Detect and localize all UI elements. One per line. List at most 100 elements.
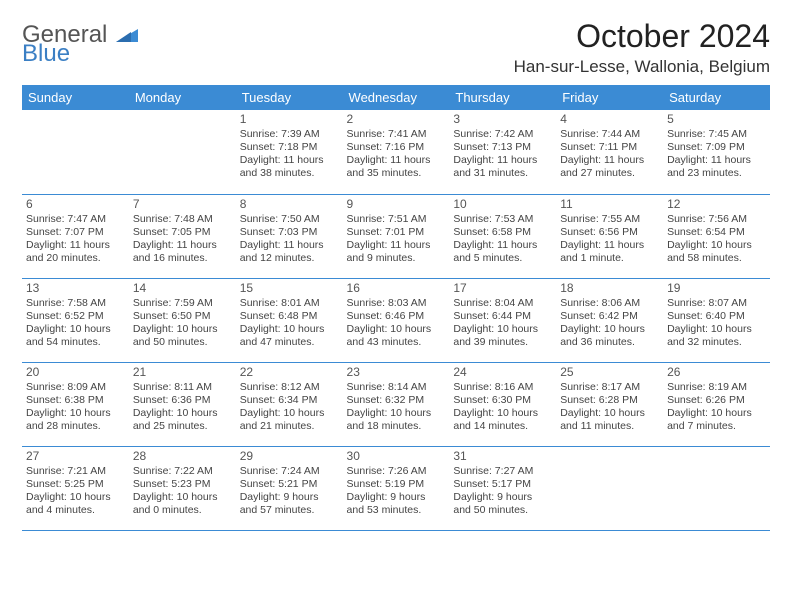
daylight-text: and 50 minutes.	[133, 336, 232, 349]
calendar-week-row: 1Sunrise: 7:39 AMSunset: 7:18 PMDaylight…	[22, 110, 770, 194]
calendar-cell: 18Sunrise: 8:06 AMSunset: 6:42 PMDayligh…	[556, 278, 663, 362]
sunrise-text: Sunrise: 7:58 AM	[26, 297, 125, 310]
header: General Blue October 2024 Han-sur-Lesse,…	[22, 18, 770, 77]
daylight-text: and 38 minutes.	[240, 167, 339, 180]
sunset-text: Sunset: 6:46 PM	[347, 310, 446, 323]
daylight-text: and 14 minutes.	[453, 420, 552, 433]
daylight-text: and 50 minutes.	[453, 504, 552, 517]
sunrise-text: Sunrise: 8:16 AM	[453, 381, 552, 394]
sunrise-text: Sunrise: 7:56 AM	[667, 213, 766, 226]
sunset-text: Sunset: 7:03 PM	[240, 226, 339, 239]
weekday-header: Monday	[129, 85, 236, 110]
daylight-text: and 27 minutes.	[560, 167, 659, 180]
daylight-text: and 9 minutes.	[347, 252, 446, 265]
daylight-text: Daylight: 10 hours	[26, 491, 125, 504]
sunrise-text: Sunrise: 7:59 AM	[133, 297, 232, 310]
calendar-week-row: 6Sunrise: 7:47 AMSunset: 7:07 PMDaylight…	[22, 194, 770, 278]
calendar-table: SundayMondayTuesdayWednesdayThursdayFrid…	[22, 85, 770, 531]
weekday-header: Saturday	[663, 85, 770, 110]
day-number: 15	[240, 281, 339, 296]
sunset-text: Sunset: 6:34 PM	[240, 394, 339, 407]
sunset-text: Sunset: 6:42 PM	[560, 310, 659, 323]
calendar-cell: 3Sunrise: 7:42 AMSunset: 7:13 PMDaylight…	[449, 110, 556, 194]
daylight-text: Daylight: 9 hours	[347, 491, 446, 504]
sunrise-text: Sunrise: 8:17 AM	[560, 381, 659, 394]
day-number: 1	[240, 112, 339, 127]
daylight-text: and 18 minutes.	[347, 420, 446, 433]
calendar-cell: 22Sunrise: 8:12 AMSunset: 6:34 PMDayligh…	[236, 362, 343, 446]
calendar-cell: 1Sunrise: 7:39 AMSunset: 7:18 PMDaylight…	[236, 110, 343, 194]
day-number: 25	[560, 365, 659, 380]
daylight-text: Daylight: 11 hours	[667, 154, 766, 167]
day-number: 24	[453, 365, 552, 380]
daylight-text: and 1 minute.	[560, 252, 659, 265]
daylight-text: and 43 minutes.	[347, 336, 446, 349]
sunset-text: Sunset: 5:23 PM	[133, 478, 232, 491]
weekday-header: Sunday	[22, 85, 129, 110]
daylight-text: and 36 minutes.	[560, 336, 659, 349]
sunset-text: Sunset: 6:44 PM	[453, 310, 552, 323]
daylight-text: and 12 minutes.	[240, 252, 339, 265]
daylight-text: Daylight: 11 hours	[453, 239, 552, 252]
day-number: 4	[560, 112, 659, 127]
calendar-cell: 15Sunrise: 8:01 AMSunset: 6:48 PMDayligh…	[236, 278, 343, 362]
daylight-text: Daylight: 11 hours	[133, 239, 232, 252]
daylight-text: and 5 minutes.	[453, 252, 552, 265]
sunrise-text: Sunrise: 7:55 AM	[560, 213, 659, 226]
calendar-cell	[129, 110, 236, 194]
calendar-cell: 13Sunrise: 7:58 AMSunset: 6:52 PMDayligh…	[22, 278, 129, 362]
day-number: 29	[240, 449, 339, 464]
daylight-text: Daylight: 10 hours	[26, 323, 125, 336]
calendar-cell: 27Sunrise: 7:21 AMSunset: 5:25 PMDayligh…	[22, 446, 129, 530]
sunrise-text: Sunrise: 7:44 AM	[560, 128, 659, 141]
daylight-text: Daylight: 11 hours	[26, 239, 125, 252]
sunset-text: Sunset: 5:19 PM	[347, 478, 446, 491]
sunset-text: Sunset: 5:17 PM	[453, 478, 552, 491]
calendar-cell: 25Sunrise: 8:17 AMSunset: 6:28 PMDayligh…	[556, 362, 663, 446]
sunrise-text: Sunrise: 8:07 AM	[667, 297, 766, 310]
sunset-text: Sunset: 6:26 PM	[667, 394, 766, 407]
daylight-text: and 28 minutes.	[26, 420, 125, 433]
daylight-text: Daylight: 11 hours	[560, 154, 659, 167]
daylight-text: Daylight: 10 hours	[453, 323, 552, 336]
calendar-cell: 6Sunrise: 7:47 AMSunset: 7:07 PMDaylight…	[22, 194, 129, 278]
sunset-text: Sunset: 6:52 PM	[26, 310, 125, 323]
daylight-text: and 57 minutes.	[240, 504, 339, 517]
daylight-text: and 16 minutes.	[133, 252, 232, 265]
day-number: 20	[26, 365, 125, 380]
day-number: 5	[667, 112, 766, 127]
daylight-text: and 4 minutes.	[26, 504, 125, 517]
sunrise-text: Sunrise: 8:03 AM	[347, 297, 446, 310]
sunrise-text: Sunrise: 7:48 AM	[133, 213, 232, 226]
calendar-cell: 19Sunrise: 8:07 AMSunset: 6:40 PMDayligh…	[663, 278, 770, 362]
daylight-text: Daylight: 10 hours	[133, 491, 232, 504]
sunset-text: Sunset: 6:54 PM	[667, 226, 766, 239]
calendar-cell: 14Sunrise: 7:59 AMSunset: 6:50 PMDayligh…	[129, 278, 236, 362]
sunrise-text: Sunrise: 8:12 AM	[240, 381, 339, 394]
day-number: 13	[26, 281, 125, 296]
daylight-text: Daylight: 11 hours	[240, 239, 339, 252]
daylight-text: and 47 minutes.	[240, 336, 339, 349]
daylight-text: Daylight: 11 hours	[560, 239, 659, 252]
sunrise-text: Sunrise: 8:01 AM	[240, 297, 339, 310]
sunset-text: Sunset: 7:13 PM	[453, 141, 552, 154]
sunrise-text: Sunrise: 8:14 AM	[347, 381, 446, 394]
sunset-text: Sunset: 6:36 PM	[133, 394, 232, 407]
sunset-text: Sunset: 6:32 PM	[347, 394, 446, 407]
daylight-text: Daylight: 10 hours	[347, 323, 446, 336]
sunset-text: Sunset: 6:48 PM	[240, 310, 339, 323]
calendar-cell	[663, 446, 770, 530]
day-number: 19	[667, 281, 766, 296]
day-number: 18	[560, 281, 659, 296]
day-number: 23	[347, 365, 446, 380]
calendar-cell: 9Sunrise: 7:51 AMSunset: 7:01 PMDaylight…	[343, 194, 450, 278]
daylight-text: Daylight: 11 hours	[347, 154, 446, 167]
daylight-text: and 58 minutes.	[667, 252, 766, 265]
calendar-week-row: 27Sunrise: 7:21 AMSunset: 5:25 PMDayligh…	[22, 446, 770, 530]
daylight-text: and 31 minutes.	[453, 167, 552, 180]
calendar-cell: 11Sunrise: 7:55 AMSunset: 6:56 PMDayligh…	[556, 194, 663, 278]
sunset-text: Sunset: 6:56 PM	[560, 226, 659, 239]
daylight-text: and 20 minutes.	[26, 252, 125, 265]
daylight-text: and 39 minutes.	[453, 336, 552, 349]
calendar-cell	[556, 446, 663, 530]
